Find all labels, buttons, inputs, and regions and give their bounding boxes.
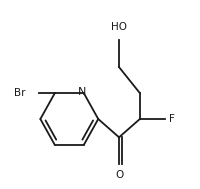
Text: Br: Br xyxy=(14,88,26,98)
Text: HO: HO xyxy=(110,22,126,32)
Text: F: F xyxy=(168,114,174,124)
Text: N: N xyxy=(77,87,86,97)
Text: O: O xyxy=(114,170,123,180)
